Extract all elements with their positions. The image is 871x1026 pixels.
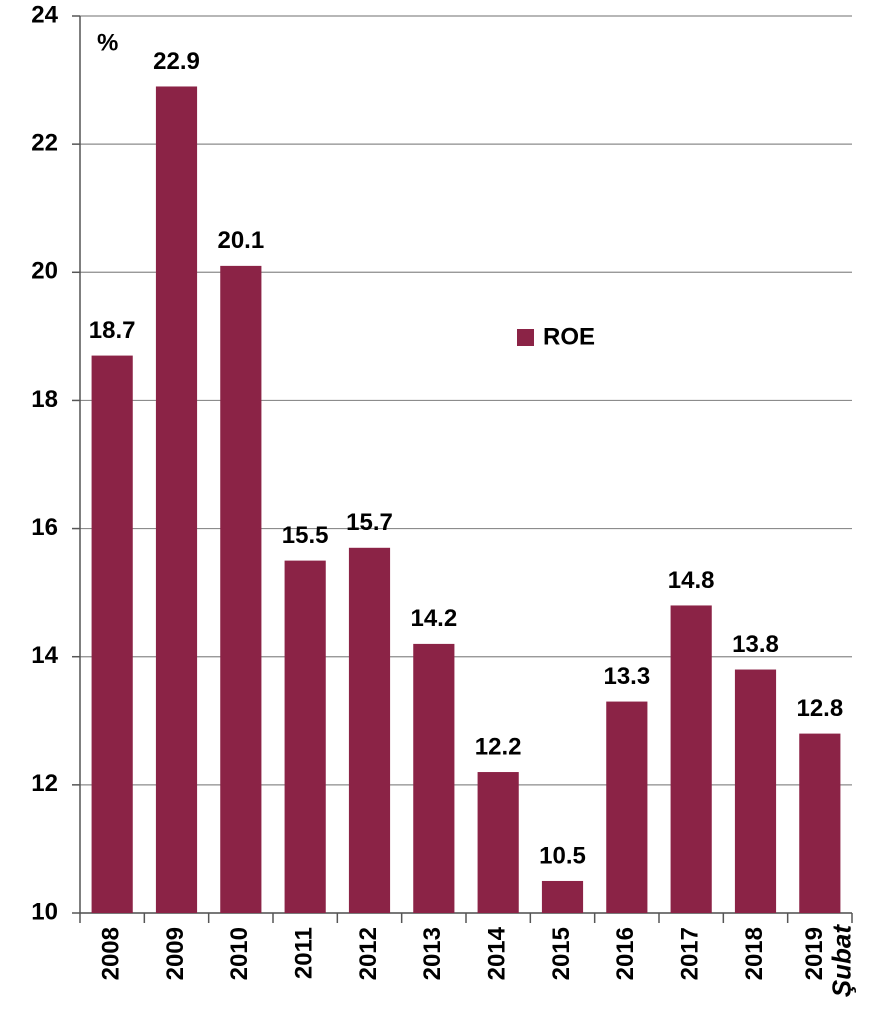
x-tick-label: 2012 [355, 927, 382, 980]
x-tick-label: 2016 [612, 927, 639, 980]
data-label: 20.1 [217, 227, 264, 254]
x-tick-label: 2010 [226, 927, 253, 980]
bar [91, 355, 133, 913]
data-label: 14.2 [410, 605, 457, 632]
bar [799, 733, 841, 913]
x-tick-label: 2017 [677, 927, 704, 980]
bar [606, 701, 648, 913]
y-axis-unit: % [97, 29, 118, 56]
bar [734, 669, 777, 913]
x-tick-label: 2009 [162, 927, 189, 980]
y-tick-label: 14 [31, 642, 58, 669]
legend-swatch [517, 329, 534, 346]
y-tick-label: 18 [31, 386, 58, 413]
data-label: 13.3 [603, 663, 650, 690]
y-tick-label: 16 [31, 514, 58, 541]
y-tick-label: 12 [31, 770, 58, 797]
bar [670, 605, 712, 913]
data-label: 22.9 [153, 48, 200, 75]
bar [220, 265, 262, 914]
bar [155, 86, 198, 913]
data-label: 12.8 [796, 695, 843, 722]
bar [413, 643, 455, 913]
category-note: Şubat [827, 924, 857, 998]
y-tick-label: 24 [31, 1, 58, 28]
data-label: 12.2 [475, 733, 522, 760]
data-label: 14.8 [668, 567, 715, 594]
bar [284, 560, 326, 913]
bar [541, 880, 584, 913]
x-tick-label: 2011 [291, 927, 318, 979]
y-tick-label: 10 [31, 898, 58, 925]
x-tick-label: 2014 [484, 926, 511, 980]
x-tick-label: 2018 [741, 927, 768, 980]
data-label: 13.8 [732, 631, 779, 658]
x-tick-label: 2008 [98, 927, 125, 980]
x-tick-label: 2013 [419, 927, 446, 980]
data-label: 18.7 [89, 317, 136, 344]
bar [348, 547, 391, 913]
x-tick-label: 2019 [801, 927, 828, 980]
data-label: 15.7 [346, 509, 393, 536]
y-tick-label: 20 [31, 258, 58, 285]
legend-label: ROE [543, 323, 595, 350]
data-label: 10.5 [539, 842, 586, 869]
data-label: 15.5 [282, 522, 329, 549]
bar [477, 772, 519, 913]
x-tick-label: 2015 [548, 927, 575, 980]
y-tick-label: 22 [31, 129, 58, 156]
